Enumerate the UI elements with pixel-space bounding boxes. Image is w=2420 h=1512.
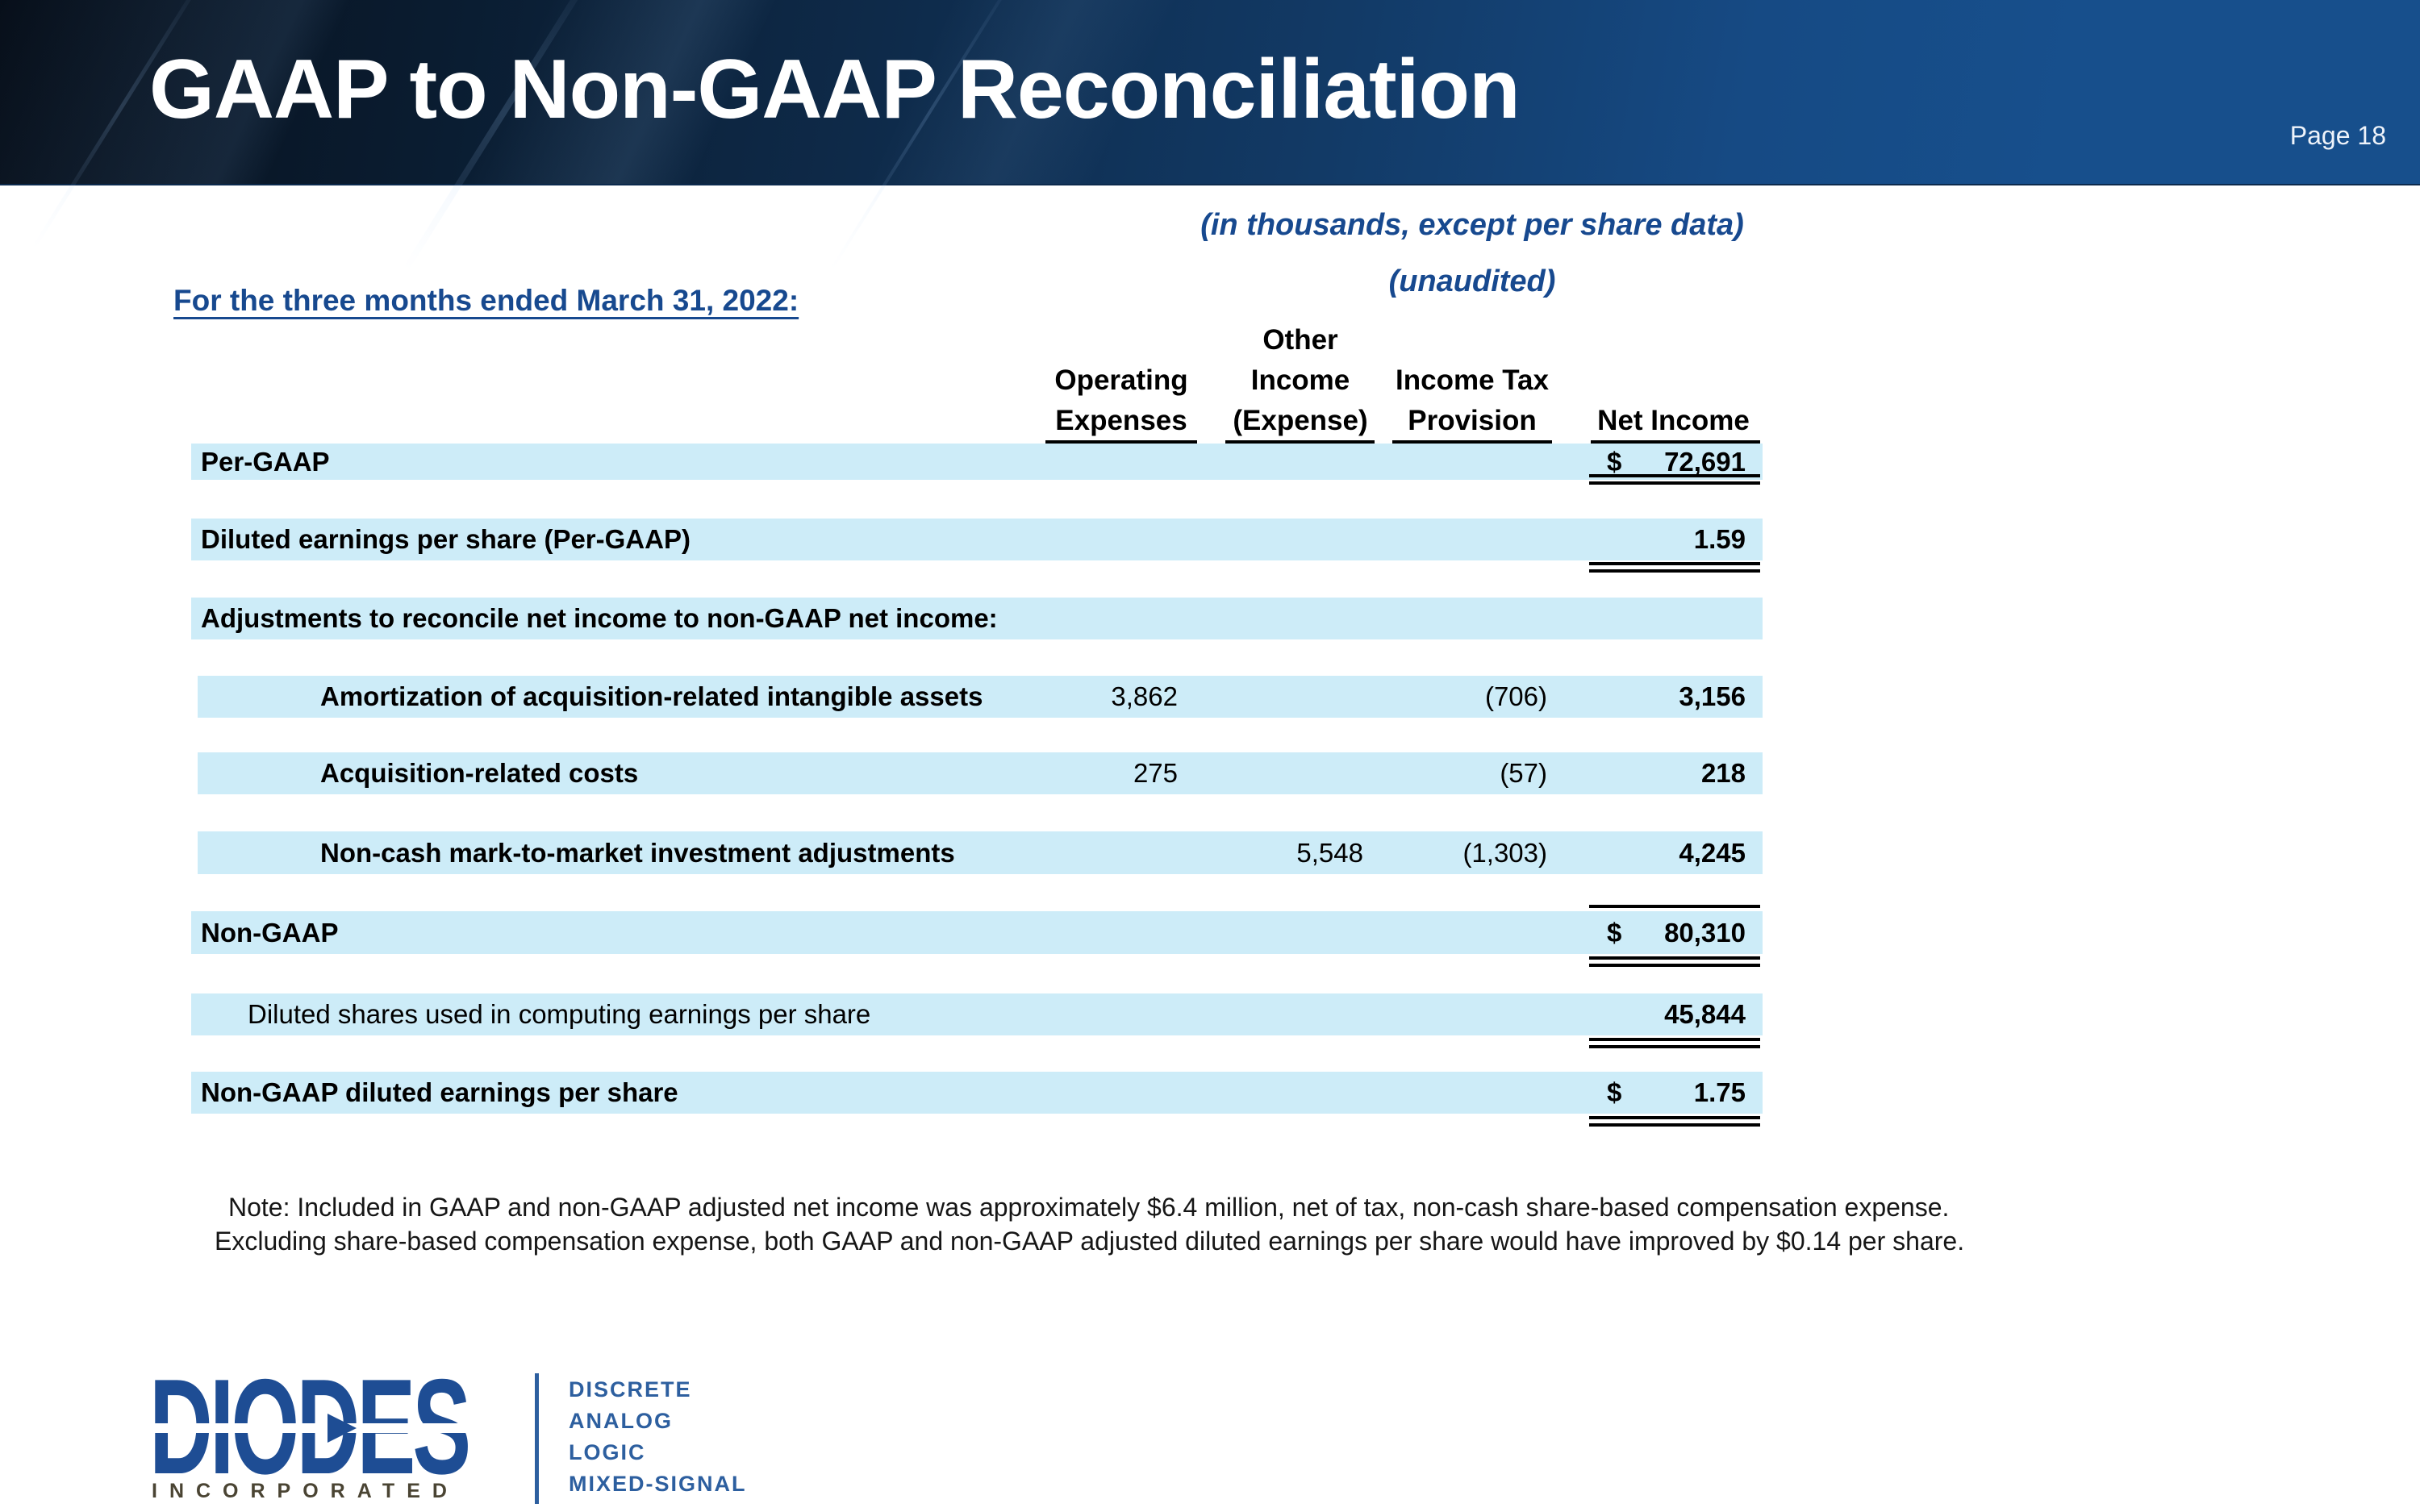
row-label-non-gaap: Non-GAAP (201, 918, 339, 948)
col-rule-income-tax (1392, 440, 1552, 444)
col-header-income-tax-line1: Income Tax (1396, 364, 1549, 396)
col-header-other-income-line2: Income (1250, 364, 1350, 396)
table-row (191, 519, 1763, 560)
dollar-sign: $ (1607, 918, 1622, 948)
table-row (191, 1072, 1763, 1114)
row-label-adjustments-heading: Adjustments to reconcile net income to n… (201, 603, 998, 633)
col-header-other-income-line1: Other (1262, 324, 1338, 356)
cell-net-income: 72,691 (1664, 447, 1746, 477)
col-header-income-tax-line2: Provision (1408, 405, 1537, 436)
diodes-logo-stripe (139, 1423, 495, 1433)
double-rule (1589, 562, 1760, 573)
diodes-logo-incorporated: INCORPORATED (152, 1480, 459, 1502)
double-rule (1589, 474, 1760, 485)
table-row (198, 752, 1763, 794)
double-rule (1589, 1038, 1760, 1048)
col-header-other-income-line3: (Expense) (1233, 405, 1368, 436)
units-note-line2: (unaudited) (1388, 264, 1556, 298)
header-banner (0, 0, 2420, 273)
footnote-line1: Note: Included in GAAP and non-GAAP adju… (228, 1193, 1950, 1222)
dollar-sign: $ (1607, 1077, 1622, 1107)
cell-operating-expenses: 3,862 (1111, 681, 1178, 711)
col-header-net-income: Net Income (1597, 405, 1750, 436)
period-subtitle: For the three months ended March 31, 202… (173, 284, 799, 317)
page-title: GAAP to Non-GAAP Reconciliation (149, 43, 1521, 136)
tagline-logic: LOGIC (569, 1440, 646, 1464)
col-header-operating-expenses-line2: Expenses (1055, 405, 1187, 436)
diodes-arrow-icon (328, 1414, 357, 1443)
row-label-per-gaap: Per-GAAP (201, 447, 330, 477)
col-rule-operating-expenses (1045, 440, 1197, 444)
row-label-amortization: Amortization of acquisition-related inta… (320, 681, 983, 711)
row-label-diluted-shares: Diluted shares used in computing earning… (248, 999, 871, 1029)
tagline-mixed-signal: MIXED-SIGNAL (569, 1472, 747, 1496)
cell-net-income: 218 (1700, 758, 1746, 788)
table-row (191, 598, 1763, 639)
cell-net-income: 45,844 (1664, 999, 1746, 1029)
col-rule-other-income (1225, 440, 1375, 444)
tagline-analog: ANALOG (569, 1409, 673, 1433)
cell-other-income: 5,548 (1296, 838, 1363, 868)
table-row (191, 993, 1763, 1035)
table-row (191, 444, 1763, 480)
col-rule-net-income (1591, 440, 1760, 444)
row-label-non-gaap-diluted-eps: Non-GAAP diluted earnings per share (201, 1077, 678, 1107)
row-label-diluted-eps-gaap: Diluted earnings per share (Per-GAAP) (201, 524, 691, 554)
units-note-line1: (in thousands, except per share data) (1200, 208, 1744, 242)
cell-income-tax: (57) (1500, 758, 1547, 788)
cell-income-tax: (706) (1484, 681, 1547, 711)
footnote-line2: Excluding share-based compensation expen… (215, 1227, 1965, 1256)
logo-divider (535, 1373, 539, 1504)
page-number: Page 18 (2289, 121, 2386, 150)
dollar-sign: $ (1607, 447, 1622, 477)
cell-net-income: 3,156 (1679, 681, 1746, 711)
cell-net-income: 80,310 (1664, 918, 1746, 948)
single-rule-above-non-gaap (1589, 905, 1760, 908)
col-header-operating-expenses-line1: Operating (1054, 364, 1188, 396)
double-rule (1589, 956, 1760, 967)
cell-net-income: 1.75 (1693, 1077, 1746, 1107)
table-row (198, 676, 1763, 718)
tagline-discrete: DISCRETE (569, 1377, 692, 1402)
cell-net-income: 1.59 (1693, 524, 1746, 554)
table-row (191, 911, 1763, 954)
cell-operating-expenses: 275 (1133, 758, 1178, 788)
table-row (198, 831, 1763, 874)
row-label-acquisition-costs: Acquisition-related costs (320, 758, 639, 788)
double-rule (1589, 1116, 1760, 1127)
cell-net-income: 4,245 (1679, 838, 1746, 868)
cell-income-tax: (1,303) (1462, 838, 1547, 868)
row-label-mark-to-market: Non-cash mark-to-market investment adjus… (320, 838, 955, 868)
